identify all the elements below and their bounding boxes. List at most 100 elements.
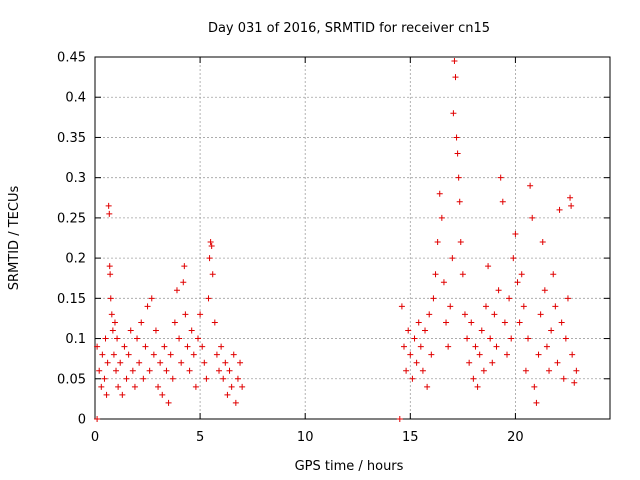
data-point [535, 351, 542, 358]
chart-title: Day 031 of 2016, SRMTID for receiver cn1… [208, 21, 490, 36]
data-point [409, 375, 416, 382]
data-point [560, 375, 567, 382]
data-point [407, 351, 414, 358]
data-point [113, 367, 120, 374]
data-point [134, 335, 141, 342]
data-point [453, 134, 460, 141]
y-tick-label: 0.2 [65, 252, 86, 267]
x-axis-label: GPS time / hours [295, 459, 404, 474]
data-point [111, 319, 118, 326]
data-point [424, 383, 431, 390]
data-point [562, 335, 569, 342]
data-point [167, 351, 174, 358]
data-point [201, 359, 208, 366]
x-tick-label: 15 [402, 430, 419, 445]
data-point [436, 190, 443, 197]
axis-ticks: 0 0.05 0.1 0.15 0.2 0.25 0.3 0.35 0.4 0.45 0 5 10 15 2… [57, 51, 610, 445]
data-point [476, 351, 483, 358]
gridlines [95, 57, 610, 419]
data-point [415, 319, 422, 326]
data-point [104, 359, 111, 366]
data-point [178, 359, 185, 366]
y-tick-label: 0.25 [57, 211, 86, 226]
data-point [497, 174, 504, 181]
data-point [522, 367, 529, 374]
data-point [129, 367, 136, 374]
data-point [472, 343, 479, 350]
data-point [108, 311, 115, 318]
data-point [213, 351, 220, 358]
x-tick-label: 10 [297, 430, 314, 445]
data-point [419, 367, 426, 374]
data-point [239, 383, 246, 390]
data-point [197, 311, 204, 318]
data-point [203, 375, 210, 382]
data-point [430, 295, 437, 302]
data-point [107, 271, 114, 278]
data-point [190, 351, 197, 358]
data-point [411, 335, 418, 342]
data-point [543, 343, 550, 350]
data-point [457, 239, 464, 246]
y-tick-label: 0.35 [57, 131, 86, 146]
data-point [567, 194, 574, 201]
data-point [461, 311, 468, 318]
data-point [232, 399, 239, 406]
data-point [105, 202, 112, 209]
data-point [518, 271, 525, 278]
data-point [459, 271, 466, 278]
data-point [489, 359, 496, 366]
data-point [106, 210, 113, 217]
y-tick-label: 0.3 [65, 171, 86, 186]
data-point [224, 391, 231, 398]
data-point [138, 319, 145, 326]
x-tick-label: 5 [196, 430, 204, 445]
data-point [136, 359, 143, 366]
data-point [558, 319, 565, 326]
data-point [182, 311, 189, 318]
data-point [499, 198, 506, 205]
data-point [117, 359, 124, 366]
data-point [107, 295, 114, 302]
data-point [142, 343, 149, 350]
data-point [184, 343, 191, 350]
data-point [571, 379, 578, 386]
data-point [403, 367, 410, 374]
data-point [445, 343, 452, 350]
data-point [114, 335, 121, 342]
data-point [537, 311, 544, 318]
data-point [504, 351, 510, 358]
data-point [121, 343, 128, 350]
data-point [455, 174, 462, 181]
data-point [466, 359, 473, 366]
data-point [102, 335, 109, 342]
data-point [468, 319, 475, 326]
data-point [525, 335, 532, 342]
data-point [434, 239, 441, 246]
y-tick-label: 0.05 [57, 372, 86, 387]
data-point [464, 335, 471, 342]
data-point [478, 327, 485, 334]
data-point [514, 279, 521, 286]
data-point [169, 375, 176, 382]
data-point [533, 399, 540, 406]
data-point [173, 287, 180, 294]
data-point [428, 351, 435, 358]
data-point [109, 327, 116, 334]
data-point [226, 367, 233, 374]
data-point [449, 255, 456, 262]
data-point [209, 271, 216, 278]
data-point [396, 416, 403, 422]
y-axis-label: SRMTID / TECUs [7, 186, 22, 291]
data-point [192, 383, 199, 390]
data-point [501, 319, 508, 326]
data-point [485, 263, 492, 270]
data-point [195, 335, 201, 342]
data-point [456, 198, 463, 205]
data-point [491, 311, 498, 318]
data-point [482, 303, 489, 310]
data-point [493, 343, 500, 350]
data-point [230, 351, 237, 358]
x-tick-label: 0 [91, 430, 99, 445]
data-point [474, 383, 481, 390]
